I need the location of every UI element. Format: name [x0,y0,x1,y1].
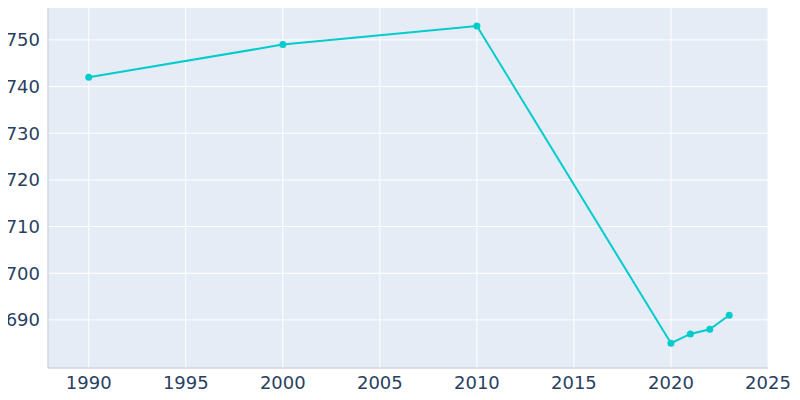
svg-text:1990: 1990 [66,372,112,393]
svg-text:2020: 2020 [648,372,694,393]
svg-text:690: 690 [8,309,40,330]
svg-text:2010: 2010 [454,372,500,393]
svg-text:2025: 2025 [745,372,791,393]
svg-text:730: 730 [8,123,40,144]
svg-text:700: 700 [8,263,40,284]
svg-text:2000: 2000 [260,372,306,393]
svg-text:750: 750 [8,29,40,50]
svg-text:740: 740 [8,76,40,97]
svg-text:720: 720 [8,169,40,190]
svg-text:1995: 1995 [163,372,209,393]
svg-text:710: 710 [8,216,40,237]
svg-text:2005: 2005 [357,372,403,393]
svg-text:2015: 2015 [551,372,597,393]
